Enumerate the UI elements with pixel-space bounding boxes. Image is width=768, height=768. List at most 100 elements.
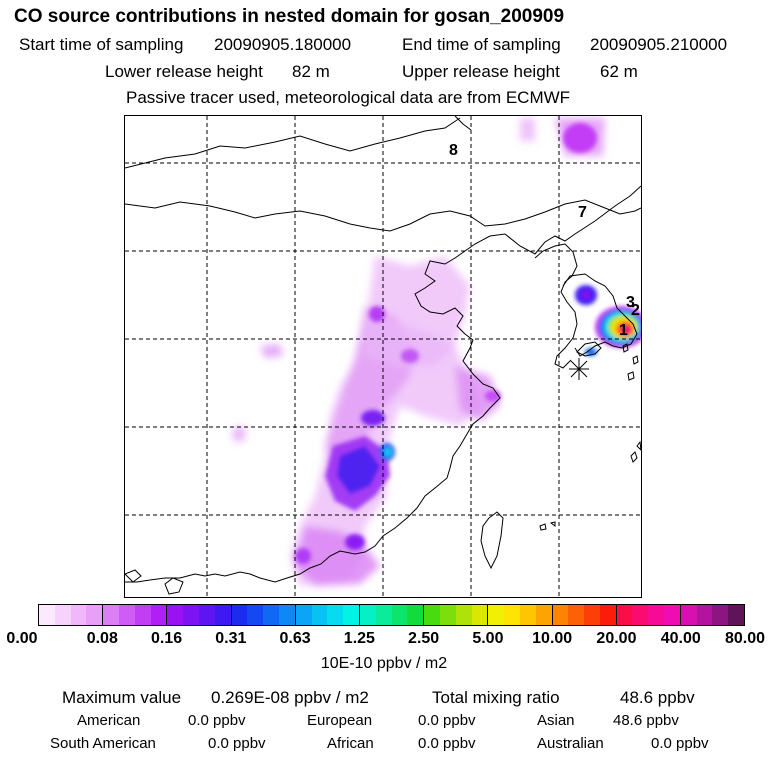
continent-name: South American [50,735,156,752]
continent-name: European [307,712,373,729]
site-label-3: 3 [626,294,635,311]
colorbar-tick-label: 0.00 [6,630,38,647]
plume-layer [233,118,605,586]
map-panel[interactable]: 8 7 3 2 1 [124,115,642,598]
colorbar-swatch [616,605,633,625]
colorbar-tick-label: 10.00 [532,630,573,647]
colorbar-swatch [214,605,231,625]
colorbar-segment [167,605,232,625]
colorbar-tick-label: 0.63 [279,630,311,647]
colorbar-swatch [359,605,376,625]
colorbar-swatch [424,605,440,625]
colorbar-tick-label: 20.00 [596,630,637,647]
colorbar-swatch [247,605,264,625]
colorbar-swatch [648,605,665,625]
continent-value: 0.0 ppbv [208,735,266,752]
colorbar-swatch [198,605,215,625]
continent-value: 0.0 ppbv [418,712,476,729]
upper-height-value: 62 m [600,62,638,81]
colorbar-swatch [599,605,616,625]
colorbar-swatch [327,605,344,625]
colorbar-segment [680,605,745,625]
tracer-note: Passive tracer used, meteorological data… [126,88,571,107]
hotspot [575,285,641,356]
continent-value: 48.6 ppbv [613,712,679,729]
coastlines [125,116,641,595]
colorbar-swatch [439,605,456,625]
colorbar-swatch [488,605,505,625]
colorbar-tick-label: 80.00 [724,630,766,647]
colorbar-swatch [375,605,392,625]
continent-value: 0.0 ppbv [418,735,476,752]
colorbar-swatch [86,605,103,625]
colorbar-tick-label: 0.31 [215,630,247,647]
colorbar-swatch [167,605,184,625]
upper-height-label: Upper release height [402,62,560,81]
colorbar-swatch [343,605,359,625]
colorbar-tick-label: 2.50 [408,630,440,647]
colorbar-swatch [54,605,71,625]
end-time-label: End time of sampling [402,35,561,54]
plume-core-layer [295,123,597,564]
colorbar-swatch [231,605,248,625]
colorbar-swatch [568,605,585,625]
colorbar-swatch [39,605,55,625]
total-mixing-value: 48.6 ppbv [620,688,695,707]
start-time-label: Start time of sampling [19,35,184,54]
total-mixing-label: Total mixing ratio [432,688,560,707]
colorbar-swatch [183,605,199,625]
colorbar-segment [488,605,553,625]
colorbar-swatch [263,605,279,625]
colorbar-segment [424,605,489,625]
plot-title: CO source contributions in nested domain… [14,6,565,27]
map-canvas [125,116,641,597]
continent-name: Australian [537,735,604,752]
site-label-8: 8 [449,142,458,159]
start-time-value: 20090905.180000 [214,35,352,54]
continent-value: 0.0 ppbv [188,712,246,729]
colorbar-swatch [407,605,424,625]
colorbar-segment [552,605,617,625]
colorbar-swatch [584,605,600,625]
lower-height-value: 82 m [292,62,330,81]
continent-name: African [327,735,374,752]
max-value: 0.269E-08 ppbv / m2 [211,688,369,707]
colorbar-swatch [632,605,649,625]
colorbar-segment [295,605,360,625]
colorbar-swatch [103,605,119,625]
colorbar-swatch [519,605,536,625]
colorbar-tick-label: 1.25 [343,630,375,647]
lower-height-label: Lower release height [105,62,263,81]
colorbar-swatch [728,605,745,625]
colorbar-swatch [150,605,167,625]
colorbar-segment [103,605,168,625]
colorbar-swatch [278,605,295,625]
continent-name: Asian [537,712,575,729]
continent-name: American [77,712,141,729]
colorbar-swatch [552,605,569,625]
end-time-value: 20090905.210000 [590,35,728,54]
colorbar-swatch [712,605,729,625]
receptor-star-icon [569,358,589,380]
colorbar-swatch [680,605,697,625]
colorbar-swatch [311,605,328,625]
colorbar-swatch [295,605,312,625]
colorbar-segment [231,605,296,625]
colorbar-tick-label: 0.08 [86,630,118,647]
colorbar-swatch [471,605,488,625]
colorbar-swatch [455,605,472,625]
colorbar-segment [616,605,681,625]
colorbar-unit: 10E-10 ppbv / m2 [320,655,448,672]
site-label-1: 1 [619,322,628,339]
colorbar-swatch [134,605,151,625]
colorbar-swatch [391,605,408,625]
colorbar-segment [39,605,104,625]
continent-value: 0.0 ppbv [651,735,709,752]
site-label-7: 7 [578,204,587,221]
site-label-2: 2 [631,302,640,319]
lat-lon-grid [125,116,641,597]
colorbar-tick-label: 40.00 [660,630,701,647]
colorbar-swatch [664,605,680,625]
colorbar [38,604,745,626]
colorbar-tick-label: 5.00 [472,630,504,647]
